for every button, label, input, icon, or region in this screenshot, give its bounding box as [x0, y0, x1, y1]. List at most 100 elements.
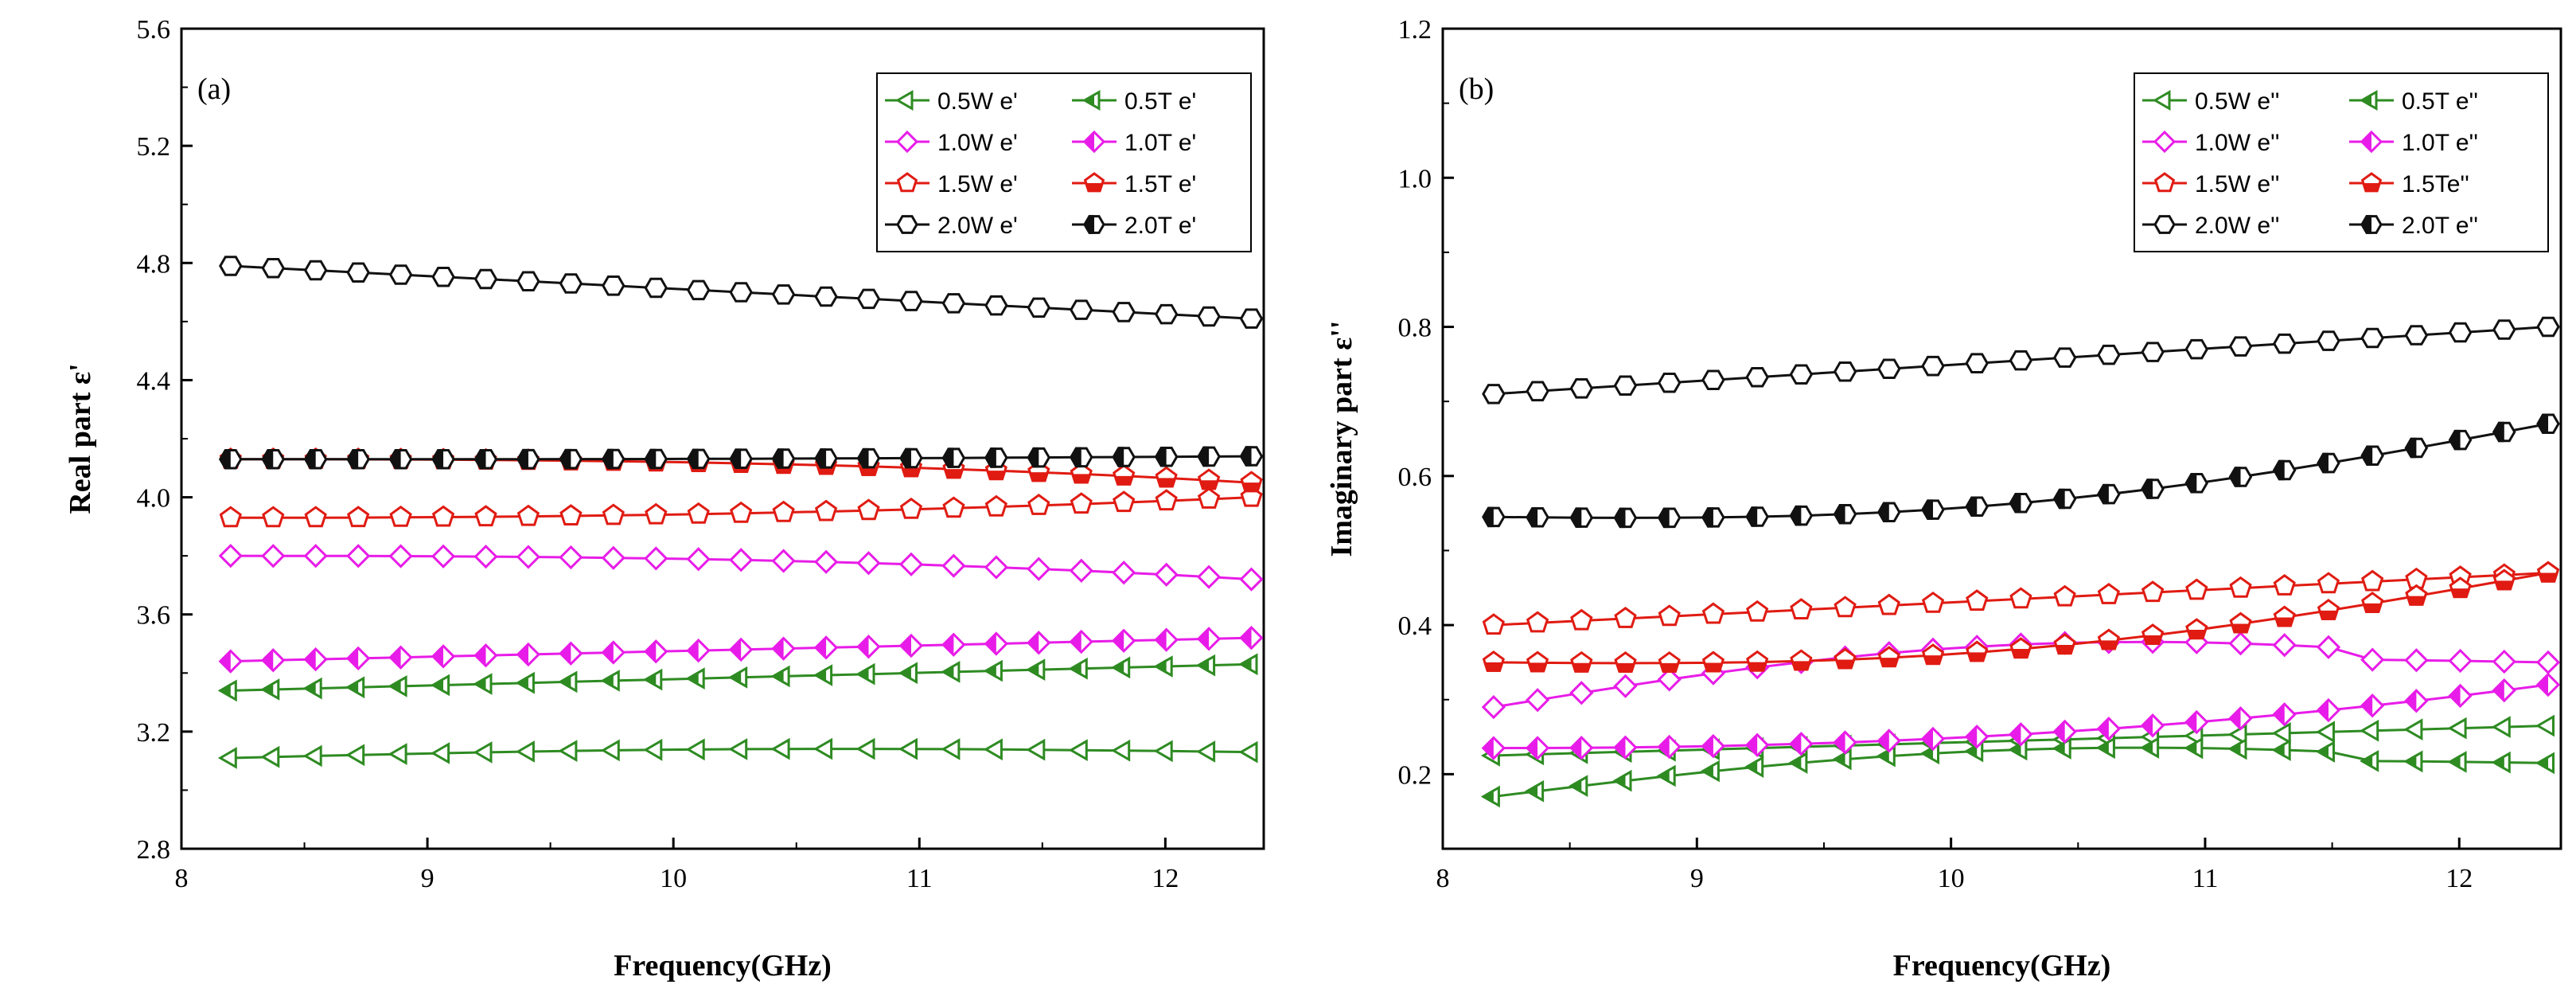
- data-point: [2184, 473, 2209, 494]
- legend-marker: [895, 90, 914, 111]
- y-tick-label: 5.6: [137, 15, 171, 45]
- data-point: [2097, 344, 2121, 365]
- data-point: [643, 668, 663, 691]
- data-point: [1700, 760, 1720, 783]
- data-point: [2360, 749, 2379, 772]
- data-point: [2228, 706, 2253, 731]
- data-point: [1526, 611, 1549, 633]
- data-point: [1482, 613, 1505, 635]
- data-point: [345, 744, 365, 767]
- data-point: [1658, 604, 1681, 627]
- data-point: [1657, 373, 1682, 393]
- data-point: [2141, 479, 2165, 499]
- data-point: [600, 739, 620, 762]
- legend-entry: 2.0W e': [885, 213, 1018, 239]
- legend-marker: [1082, 90, 1101, 111]
- data-point: [2536, 413, 2560, 434]
- data-point: [261, 258, 286, 279]
- data-point: [558, 740, 578, 763]
- data-point: [1027, 494, 1050, 515]
- legend-marker: [1083, 215, 1105, 234]
- data-point: [1790, 598, 1813, 619]
- data-point: [1196, 654, 1216, 677]
- data-point: [1481, 694, 1506, 720]
- data-point: [516, 271, 540, 291]
- data-point: [856, 288, 881, 310]
- legend-entry: 0.5W e': [885, 88, 1018, 115]
- data-point: [1240, 471, 1263, 493]
- data-point: [644, 546, 668, 571]
- data-point: [474, 268, 498, 290]
- data-point: [1877, 593, 1900, 615]
- data-point: [431, 674, 450, 697]
- data-point: [346, 262, 370, 283]
- data-point: [2361, 569, 2384, 592]
- data-point: [431, 742, 450, 764]
- data-point: [219, 256, 243, 276]
- data-point: [2404, 648, 2429, 673]
- data-point: [1238, 653, 1258, 676]
- data-point: [2271, 721, 2291, 744]
- data-point: [2448, 322, 2473, 343]
- data-point: [2184, 736, 2204, 760]
- y-tick-label: 4.8: [137, 249, 171, 279]
- data-point: [1745, 367, 1769, 388]
- data-point: [1746, 600, 1769, 622]
- data-point: [1196, 740, 1216, 763]
- data-point: [1068, 657, 1088, 680]
- data-point: [1026, 658, 1046, 682]
- x-axis-label: Frequency(GHz): [614, 949, 832, 983]
- x-tick-label: 9: [421, 864, 435, 893]
- data-point: [1569, 507, 1594, 528]
- data-point: [1613, 674, 1638, 698]
- data-point: [1833, 730, 1857, 755]
- data-point: [2185, 578, 2208, 600]
- x-tick-label: 12: [1152, 864, 1179, 893]
- data-point: [2009, 587, 2032, 609]
- data-point: [346, 646, 371, 671]
- data-point: [516, 504, 540, 526]
- data-point: [1569, 736, 1594, 760]
- data-point: [261, 648, 286, 673]
- data-point: [1153, 655, 1173, 678]
- data-point: [1196, 627, 1222, 651]
- data-point: [729, 282, 753, 303]
- data-point: [2447, 751, 2467, 773]
- data-point: [686, 547, 711, 572]
- data-point: [1069, 558, 1093, 583]
- data-point: [898, 662, 918, 685]
- data-point: [941, 660, 961, 683]
- data-point: [813, 549, 839, 574]
- data-point: [984, 447, 1008, 468]
- data-point: [2492, 319, 2516, 340]
- y-tick-label: 1.0: [1398, 164, 1432, 193]
- data-point: [346, 449, 370, 470]
- data-point: [474, 643, 498, 668]
- data-point: [559, 545, 583, 570]
- data-point: [1701, 602, 1725, 624]
- data-point: [728, 666, 748, 689]
- data-point: [1877, 646, 1900, 668]
- data-point: [2097, 628, 2120, 650]
- x-tick-label: 10: [1938, 864, 1965, 893]
- data-point: [942, 496, 965, 518]
- data-point: [2360, 693, 2385, 718]
- data-point: [2185, 618, 2208, 640]
- y-tick-label: 3.6: [137, 601, 171, 631]
- series-2-0t-e-: [1482, 413, 2560, 529]
- legend-marker: [896, 172, 918, 193]
- data-point: [1790, 649, 1813, 671]
- data-point: [2227, 737, 2247, 760]
- data-point: [304, 506, 327, 528]
- data-point: [260, 678, 280, 701]
- data-point: [2360, 647, 2385, 672]
- data-point: [2403, 750, 2423, 773]
- data-point: [1569, 378, 1594, 399]
- legend-label: 1.5W e': [937, 171, 1018, 197]
- x-tick-label: 8: [1436, 864, 1450, 893]
- data-point: [1026, 738, 1046, 761]
- legend-entry: 1.0T e': [1072, 130, 1196, 156]
- legend-marker: [1083, 172, 1105, 193]
- data-point: [2317, 572, 2340, 594]
- data-point: [1238, 740, 1258, 764]
